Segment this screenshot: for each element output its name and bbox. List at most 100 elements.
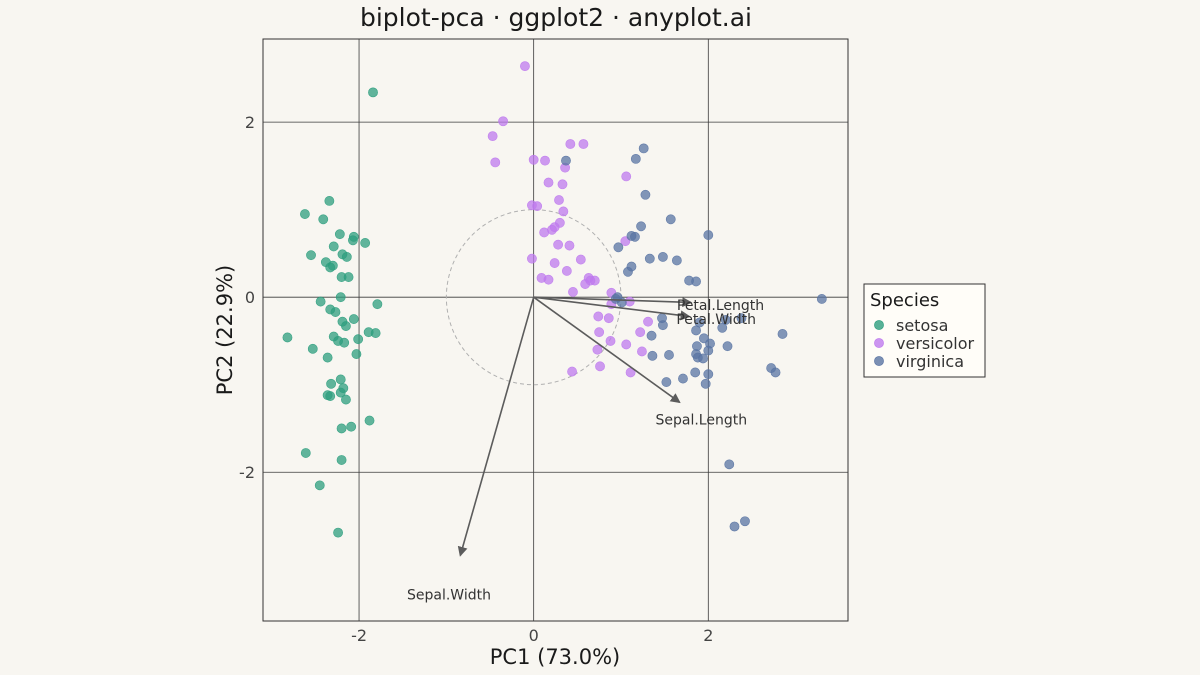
x-tick-label: 0 [529,626,539,645]
data-point-versicolor [532,201,543,212]
data-point-setosa [336,423,347,434]
data-point-setosa [325,262,336,273]
legend-label-versicolor: versicolor [896,334,974,353]
chart-title: biplot-pca · ggplot2 · anyplot.ai [360,3,752,32]
legend-swatch-setosa [874,320,884,330]
data-point-virginica [657,320,668,331]
y-tick-label: 0 [245,288,255,307]
data-point-virginica [691,276,701,287]
plot-panel [262,38,849,622]
data-point-setosa [300,448,311,458]
x-axis-ticks: -2 0 2 [351,626,713,645]
y-axis-title: PC2 (22.9%) [213,265,237,395]
data-point-versicolor [549,258,560,268]
data-point-versicolor [527,253,537,264]
data-point-virginica [646,330,657,341]
data-point-versicolor [520,61,530,72]
data-points [282,61,827,538]
data-point-setosa [335,374,346,385]
loading-arrow-sepal-length [533,296,681,404]
y-axis-ticks: -2 0 2 [239,113,255,482]
data-point-virginica [691,325,701,336]
data-point-versicolor [554,195,564,205]
data-point-virginica [647,350,658,361]
data-point-setosa [325,391,336,401]
loading-labels: Sepal.Length Sepal.Width Petal.LengthPetal… [407,298,764,604]
data-point-versicolor [498,116,509,127]
data-point-setosa [333,527,343,538]
data-point-virginica [561,155,571,166]
legend-swatch-virginica [874,356,884,366]
loading-arrow-petal-width [533,296,691,321]
data-point-versicolor [637,346,647,357]
data-point-versicolor [595,361,605,372]
data-point-versicolor [575,254,586,265]
loading-arrow-petal-length [533,296,693,308]
x-tick-label: -2 [351,626,367,645]
x-tick-label: 2 [703,626,713,645]
grid-lines [263,39,848,621]
data-point-versicolor [594,327,605,338]
data-point-virginica [661,377,672,387]
data-point-virginica [777,329,788,339]
legend-title: Species [870,290,939,311]
data-point-versicolor [635,327,646,338]
data-point-versicolor [543,177,554,188]
data-point-virginica [630,154,641,164]
data-point-virginica [638,143,649,154]
data-point-virginica [657,252,668,262]
data-point-versicolor [543,274,554,285]
legend-label-virginica: virginica [896,352,964,371]
data-point-versicolor [621,171,632,182]
data-point-setosa [368,87,378,98]
loading-label-sepal-length: Sepal.Length [656,413,748,429]
data-point-versicolor [643,316,653,327]
legend-box [863,283,986,378]
loading-label-petal-width: Petal.Width [676,312,756,328]
loading-label-sepal-width: Sepal.Width [407,588,491,604]
data-point-setosa [335,387,346,398]
data-point-virginica [729,521,740,532]
data-point-versicolor [621,339,632,350]
data-point-virginica [623,266,633,277]
loading-label-petal-length: Petal.Length [677,298,764,314]
data-point-virginica [665,214,676,225]
data-point-setosa [348,235,358,246]
data-point-versicolor [540,155,550,166]
legend-label-setosa: setosa [896,316,948,335]
data-point-virginica [722,341,733,352]
data-point-setosa [324,196,335,206]
data-point-virginica [770,367,781,378]
data-point-versicolor [592,344,603,355]
data-point-setosa [372,299,383,310]
data-point-versicolor [564,240,575,251]
data-point-versicolor [593,311,604,322]
data-point-virginica [616,297,627,308]
data-point-virginica [740,516,750,527]
data-point-setosa [346,421,357,432]
data-point-versicolor [603,313,614,324]
data-point-versicolor [558,206,569,217]
data-point-virginica [724,459,735,470]
data-point-versicolor [561,266,572,276]
data-point-setosa [328,241,339,252]
data-point-setosa [364,415,375,426]
data-point-setosa [341,252,352,262]
data-point-versicolor [568,287,578,297]
data-point-virginica [698,353,708,364]
data-point-virginica [664,350,674,360]
data-point-versicolor [565,139,576,149]
data-point-virginica [636,221,646,232]
data-point-setosa [353,334,364,345]
data-point-setosa [351,349,362,359]
data-point-virginica [703,369,714,380]
data-point-setosa [360,238,371,248]
data-point-virginica [644,253,655,264]
data-point-virginica [703,230,714,240]
loading-arrows [457,296,693,557]
data-point-versicolor [578,139,589,149]
data-point-versicolor [605,336,616,346]
data-point-setosa [330,307,341,317]
